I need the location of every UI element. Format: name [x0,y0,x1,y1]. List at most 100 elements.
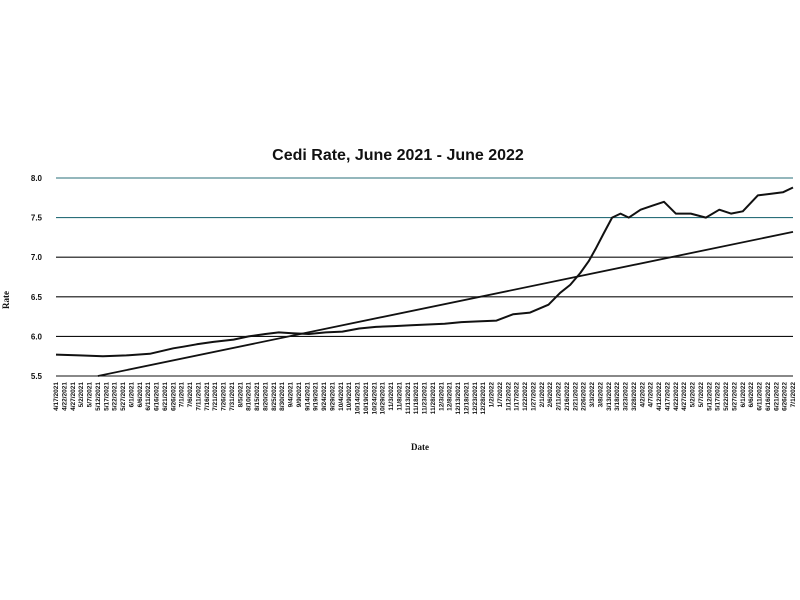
x-tick-label: 7/1/2022 [790,382,797,408]
gridlines [56,177,793,377]
x-tick-label: 9/9/2021 [296,382,303,408]
x-axis-label: Date [411,442,429,452]
x-tick-label: 6/16/2022 [765,382,772,411]
x-tick-label: 2/11/2022 [556,382,563,411]
line-chart: Cedi Rate, June 2021 - June 2022 5.5 6.0 6… [1,147,797,452]
x-tick-label: 10/24/2021 [371,382,378,415]
x-tick-label: 11/18/2021 [413,382,420,415]
x-tick-label: 11/28/2021 [430,382,437,415]
y-tick-label: 6.0 [31,332,43,341]
x-tick-label: 3/23/2022 [623,382,630,411]
x-tick-label: 8/25/2021 [271,382,278,411]
x-tick-label: 3/18/2022 [614,382,621,411]
x-tick-label: 7/26/2021 [221,382,228,411]
x-tick-label: 4/22/2021 [61,382,68,411]
x-tick-label: 4/27/2022 [681,382,688,411]
x-tick-label: 1/7/2022 [497,382,504,408]
x-tick-label: 6/1/2022 [740,382,747,408]
x-tick-label: 8/20/2021 [262,382,269,411]
x-tick-label: 6/26/2022 [782,382,789,411]
x-tick-label: 11/8/2021 [396,382,403,411]
x-tick-label: 1/27/2022 [530,382,537,411]
x-tick-label: 10/19/2021 [363,382,370,415]
x-tick-label: 4/17/2022 [664,382,671,411]
x-tick-label: 11/3/2021 [388,382,395,411]
x-tick-label: 7/6/2021 [187,382,194,408]
x-tick-label: 3/13/2022 [606,382,613,411]
x-tick-label: 3/3/2022 [589,382,596,408]
x-tick-label: 10/29/2021 [380,382,387,415]
x-tick-label: 4/27/2021 [70,382,77,411]
x-tick-label: 9/4/2021 [288,382,295,408]
y-tick-label: 6.5 [31,293,43,302]
y-tick-label: 7.0 [31,253,43,262]
x-tick-label: 2/16/2022 [564,382,571,411]
x-tick-label: 12/3/2021 [438,382,445,411]
chart-title: Cedi Rate, June 2021 - June 2022 [272,147,524,164]
x-tick-label: 8/15/2021 [254,382,261,411]
x-tick-label: 6/6/2022 [748,382,755,408]
x-tick-label: 4/17/2021 [53,382,60,411]
x-tick-label: 2/26/2022 [581,382,588,411]
y-tick-label: 8.0 [31,174,43,183]
x-tick-label: 5/22/2022 [723,382,730,411]
x-tick-label: 3/8/2022 [597,382,604,408]
x-tick-label: 1/12/2022 [505,382,512,411]
x-tick-label: 5/2/2022 [690,382,697,408]
x-tick-label: 3/28/2022 [631,382,638,411]
x-tick-label: 5/7/2022 [698,382,705,408]
x-tick-label: 4/2/2022 [639,382,646,408]
x-tick-label: 7/1/2021 [179,382,186,408]
x-tick-label: 1/22/2022 [522,382,529,411]
x-tick-label: 9/29/2021 [329,382,336,411]
y-axis-ticks: 5.5 6.0 6.5 7.0 7.5 8.0 [31,174,43,381]
x-tick-label: 10/14/2021 [355,382,362,415]
x-tick-label: 10/4/2021 [338,382,345,411]
x-tick-label: 4/7/2022 [648,382,655,408]
x-tick-label: 2/1/2022 [539,382,546,408]
x-tick-label: 11/13/2021 [405,382,412,415]
chart-container: Cedi Rate, June 2021 - June 2022 5.5 6.0 6… [0,140,800,460]
x-tick-label: 12/18/2021 [463,382,470,415]
y-axis-label: Rate [1,291,11,309]
x-tick-label: 1/2/2022 [489,382,496,408]
x-tick-label: 7/11/2021 [195,382,202,411]
x-tick-label: 2/21/2022 [572,382,579,411]
x-tick-label: 4/22/2022 [673,382,680,411]
x-tick-label: 12/28/2021 [480,382,487,415]
y-tick-label: 7.5 [31,214,43,223]
y-tick-label: 5.5 [31,372,43,381]
x-tick-label: 5/12/2021 [95,382,102,411]
series-line-rate [55,186,794,358]
x-tick-label: 5/27/2021 [120,382,127,411]
x-tick-label: 5/2/2021 [78,382,85,408]
series-line-trend [97,231,794,377]
x-tick-label: 12/8/2021 [447,382,454,411]
x-tick-label: 8/30/2021 [279,382,286,411]
x-tick-label: 9/14/2021 [304,382,311,411]
x-tick-label: 8/5/2021 [237,382,244,408]
x-tick-label: 6/16/2021 [154,382,161,411]
x-tick-label: 7/21/2021 [212,382,219,411]
x-tick-label: 12/23/2021 [472,382,479,415]
x-tick-label: 7/16/2021 [204,382,211,411]
x-tick-label: 1/17/2022 [514,382,521,411]
x-tick-label: 5/17/2022 [715,382,722,411]
x-tick-label: 9/24/2021 [321,382,328,411]
x-tick-label: 6/11/2022 [757,382,764,411]
x-tick-label: 12/13/2021 [455,382,462,415]
x-tick-label: 2/6/2022 [547,382,554,408]
x-tick-label: 6/26/2021 [170,382,177,411]
x-tick-label: 8/10/2021 [246,382,253,411]
x-tick-label: 6/1/2021 [128,382,135,408]
x-tick-label: 5/27/2022 [731,382,738,411]
series-lines [55,186,794,377]
x-tick-label: 6/6/2021 [137,382,144,408]
x-tick-label: 7/31/2021 [229,382,236,411]
x-axis-ticks: 4/17/2021 4/22/2021 4/27/2021 5/2/2021 5/7/2… [53,382,797,415]
x-tick-label: 5/22/2021 [112,382,119,411]
x-tick-label: 6/21/2021 [162,382,169,411]
x-tick-label: 11/23/2021 [422,382,429,415]
x-tick-label: 5/12/2022 [706,382,713,411]
x-tick-label: 6/11/2021 [145,382,152,411]
